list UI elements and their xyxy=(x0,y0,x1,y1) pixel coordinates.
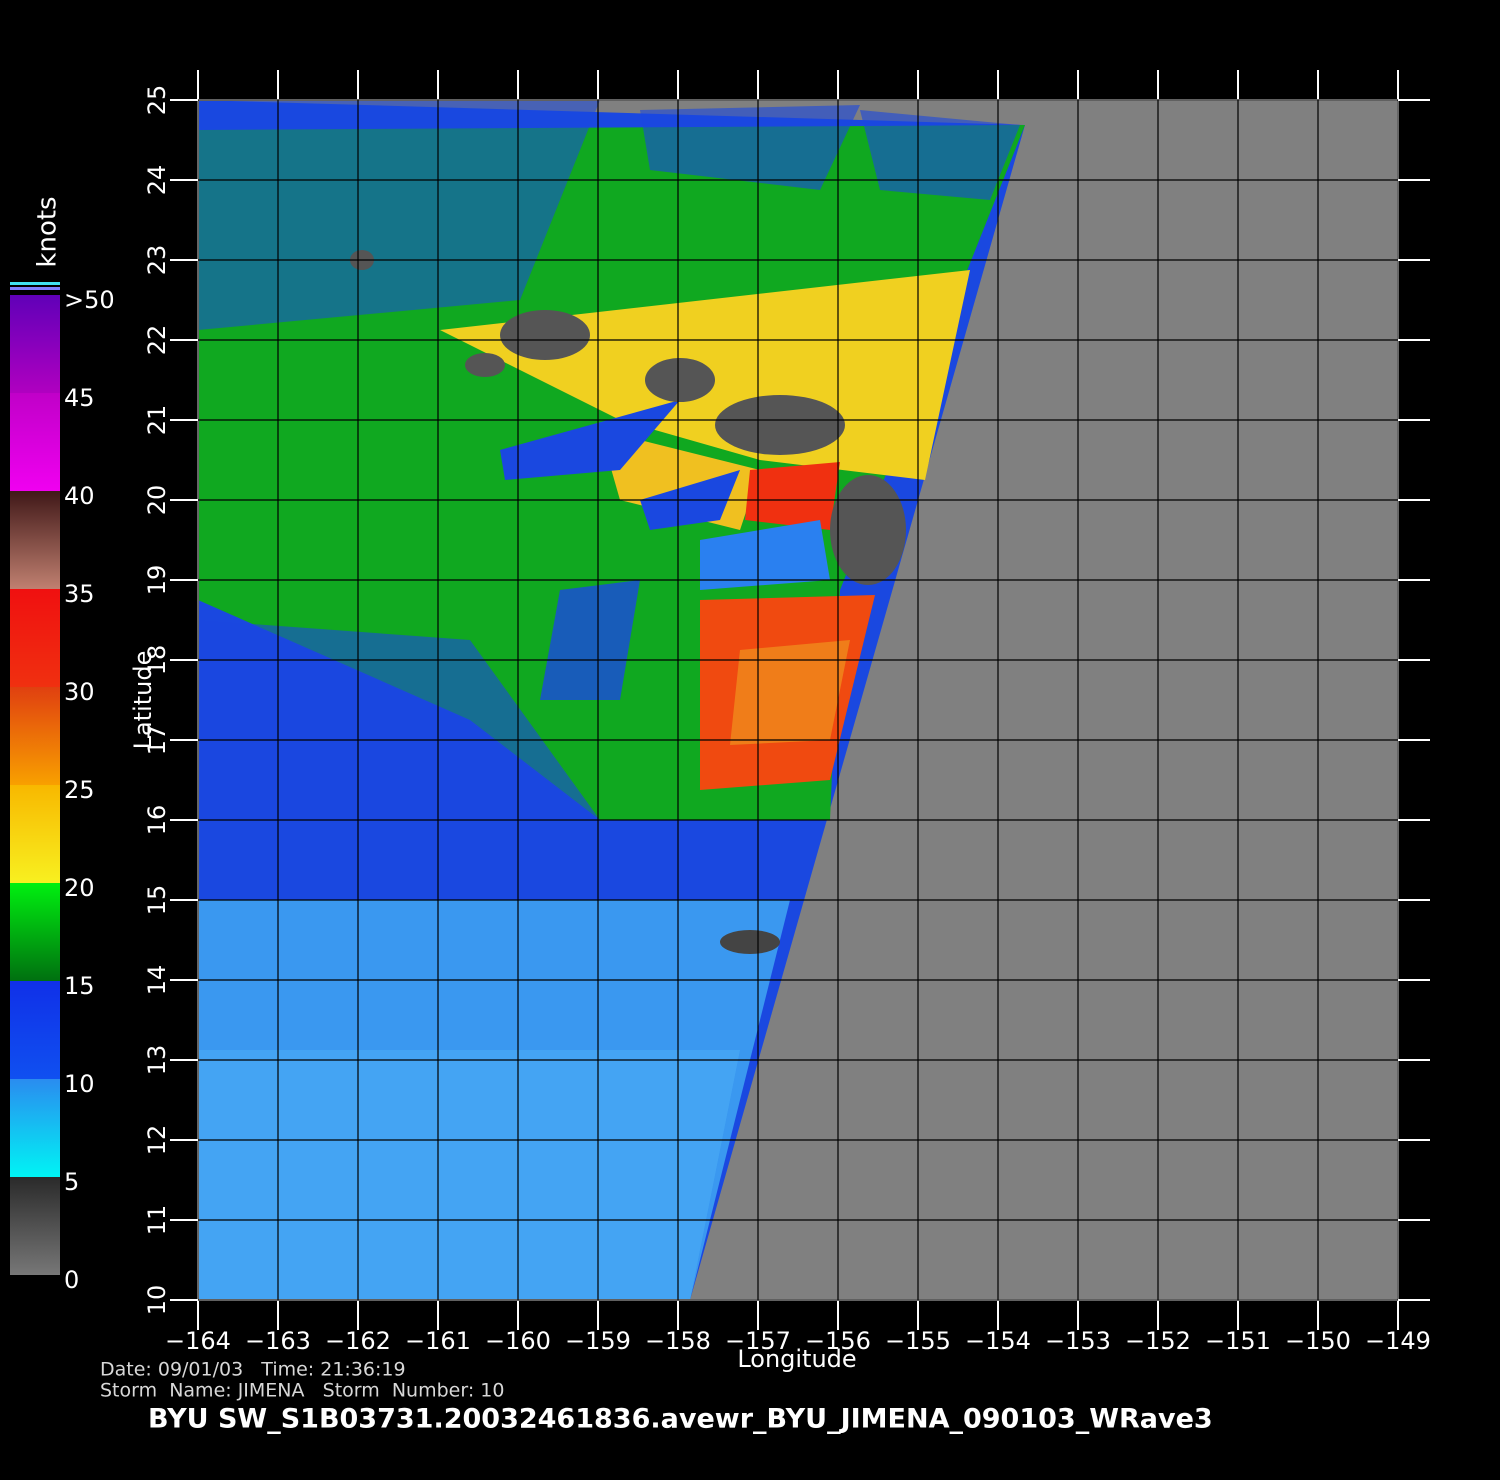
y-tick-label: 12 xyxy=(143,1125,171,1156)
colorbar-tick-label: 35 xyxy=(64,580,95,608)
colorbar-tick-label: 15 xyxy=(64,972,95,1000)
x-tick-label: −160 xyxy=(485,1327,551,1355)
x-tick-label: −162 xyxy=(325,1327,391,1355)
colorbar-label: knots xyxy=(33,196,63,267)
wind-field xyxy=(198,100,1398,1300)
y-tick-label: 22 xyxy=(143,325,171,356)
colorbar-tick-label: 20 xyxy=(64,874,95,902)
y-tick-label: 21 xyxy=(143,405,171,436)
x-tick-label: −161 xyxy=(405,1327,471,1355)
x-tick-label: −157 xyxy=(725,1327,791,1355)
colorbar-segment xyxy=(10,883,60,981)
storm-line: Storm Name: JIMENA Storm Number: 10 xyxy=(100,1380,504,1402)
x-tick-label: −163 xyxy=(245,1327,311,1355)
colorbar-tick-label: 10 xyxy=(64,1070,95,1098)
colorbar-segment xyxy=(10,393,60,491)
colorbar-segment xyxy=(10,687,60,785)
colorbar-segment xyxy=(10,1079,60,1177)
footer: BYU SW_S1B03731.20032461836.avewr_BYU_JI… xyxy=(148,1404,1213,1435)
x-tick-label: −155 xyxy=(885,1327,951,1355)
x-tick-label: −156 xyxy=(805,1327,871,1355)
y-tick-label: 15 xyxy=(143,885,171,916)
colorbar-segment xyxy=(10,1177,60,1275)
y-tick-label: 25 xyxy=(143,85,171,116)
y-tick-label: 14 xyxy=(143,965,171,996)
x-tick-label: −159 xyxy=(565,1327,631,1355)
x-tick-label: −154 xyxy=(965,1327,1031,1355)
colorbar-tick-label: >50 xyxy=(64,286,115,314)
x-tick-label: −151 xyxy=(1205,1327,1271,1355)
colorbar-tick-label: 25 xyxy=(64,776,95,804)
colorbar-cap xyxy=(10,287,60,290)
y-tick-label: 16 xyxy=(143,805,171,836)
colorbar-tick-label: 45 xyxy=(64,384,95,412)
y-tick-label: 17 xyxy=(143,725,171,756)
y-tick-label: 19 xyxy=(143,565,171,596)
x-tick-label: −164 xyxy=(165,1327,231,1355)
y-tick-label: 23 xyxy=(143,245,171,276)
x-tick-label: −158 xyxy=(645,1327,711,1355)
date-line: Date: 09/01/03 Time: 21:36:19 xyxy=(100,1359,406,1381)
colorbar-tick-label: 0 xyxy=(64,1266,79,1294)
colorbar-segment xyxy=(10,295,60,393)
colorbar-segment xyxy=(10,785,60,883)
y-axis-label: Latitude xyxy=(129,651,157,750)
y-tick-label: 18 xyxy=(143,645,171,676)
y-tick-label: 20 xyxy=(143,485,171,516)
x-tick-label: −153 xyxy=(1045,1327,1111,1355)
colorbar-tick-label: 30 xyxy=(64,678,95,706)
colorbar-tick-label: 40 xyxy=(64,482,95,510)
y-tick-label: 11 xyxy=(143,1205,171,1236)
x-tick-label: −150 xyxy=(1285,1327,1351,1355)
x-tick-label: −149 xyxy=(1365,1327,1431,1355)
colorbar-tick-label: 5 xyxy=(64,1168,79,1196)
colorbar-segment xyxy=(10,491,60,589)
y-tick-label: 10 xyxy=(143,1285,171,1316)
colorbar-cap xyxy=(10,282,60,285)
y-tick-label: 13 xyxy=(143,1045,171,1076)
x-axis-label: Longitude xyxy=(737,1345,856,1373)
colorbar-segment xyxy=(10,589,60,687)
y-tick-label: 24 xyxy=(143,165,171,196)
colorbar-segment xyxy=(10,981,60,1079)
x-tick-label: −152 xyxy=(1125,1327,1191,1355)
